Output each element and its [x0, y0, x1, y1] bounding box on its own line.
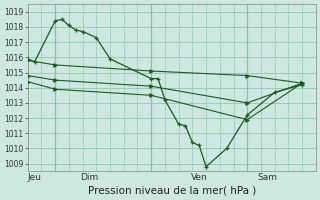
X-axis label: Pression niveau de la mer( hPa ): Pression niveau de la mer( hPa ): [88, 186, 256, 196]
